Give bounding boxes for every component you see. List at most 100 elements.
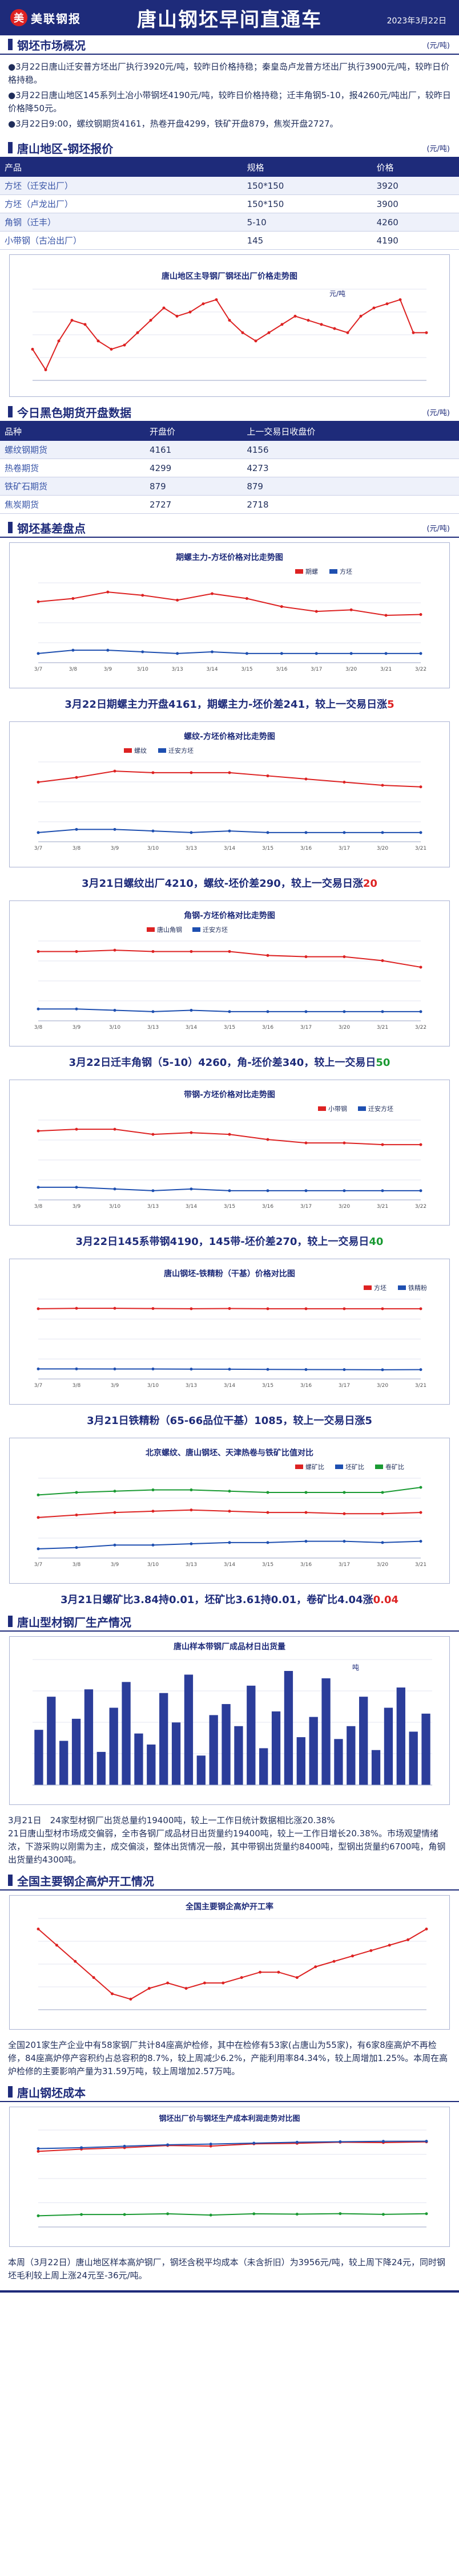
bar <box>309 1717 318 1785</box>
data-point <box>346 331 349 334</box>
bar <box>271 1711 281 1785</box>
caption-text: 3月22日145系带钢4190，145带-坯价差270，较上一交易日 <box>75 1236 369 1248</box>
bar <box>147 1745 156 1785</box>
tick-label: 3/14 <box>206 667 218 672</box>
data-point <box>228 1541 231 1544</box>
tick-label: 3/14 <box>186 1204 197 1210</box>
legend-label: 螺纹 <box>134 747 147 754</box>
strip-shipment-chart: 唐山样本带钢厂成品材日出货量 吨 <box>9 1636 450 1805</box>
legend-swatch <box>147 927 155 932</box>
data-point <box>176 652 179 655</box>
data-point <box>113 1307 116 1310</box>
chart-title: 螺纹-方坯价格对比走势图 <box>184 732 275 741</box>
data-point <box>75 1127 78 1131</box>
data-point <box>320 323 323 326</box>
bar <box>384 1707 393 1785</box>
data-point <box>381 1143 384 1146</box>
tick-label: 3/13 <box>172 667 183 672</box>
cell: 方坯（迁安出厂） <box>0 177 243 195</box>
data-point <box>398 298 402 301</box>
legend-label: 唐山角钢 <box>157 926 182 934</box>
chart-svg: 北京螺纹、唐山钢坯、天津热卷与铁矿比值对比 螺矿比 坯矿比 卷矿比 3/7 3/8… <box>34 1448 426 1568</box>
data-point <box>190 1508 193 1512</box>
data-point <box>266 1307 269 1311</box>
data-point <box>351 1954 354 1958</box>
data-point <box>266 1138 269 1141</box>
data-point <box>80 2146 83 2149</box>
data-point <box>190 771 193 774</box>
tick-label: 3/9 <box>111 846 119 851</box>
data-point <box>113 1368 116 1371</box>
bar <box>234 1726 243 1785</box>
futures-billet-chart: 期螺主力-方坯价格对比走势图 期螺 方坯 3/7 3/8 3/9 3/10 3/13 3/… <box>9 542 450 688</box>
data-point <box>252 2141 256 2145</box>
tick-label: 3/21 <box>377 1204 388 1210</box>
tick-label: 3/10 <box>109 1025 120 1031</box>
legend-swatch <box>318 1106 326 1111</box>
paragraph: 3月21日 24家型材钢厂出货总量约19400吨，较上一工作日统计数据相比涨20… <box>8 1815 335 1825</box>
section-futures: 今日黑色期货开盘数据 (元/吨) <box>0 403 459 422</box>
data-point <box>37 1927 40 1930</box>
data-point <box>166 2143 170 2147</box>
data-point <box>37 950 40 953</box>
data-point <box>381 784 384 787</box>
tick-label: 3/10 <box>147 1383 159 1389</box>
data-point <box>113 827 116 831</box>
legend-label: 元/吨 <box>329 290 345 298</box>
data-point <box>359 314 363 318</box>
table-header-row: 品种 开盘价 上一交易日收盘价 <box>0 422 459 441</box>
data-point <box>151 1189 155 1192</box>
tick-label: 3/9 <box>73 1025 81 1031</box>
chart-title: 带钢-方坯价格对比走势图 <box>184 1090 275 1100</box>
bar <box>109 1707 118 1785</box>
data-point <box>80 2213 83 2216</box>
data-point <box>75 1007 78 1011</box>
tick-label: 3/8 <box>34 1204 43 1210</box>
data-point <box>419 831 422 834</box>
tick-label: 3/10 <box>147 846 159 851</box>
chart-caption: 3月21日铁精粉（65-66品位干基）1085，较上一交易日涨5 <box>0 1409 459 1433</box>
tick-label: 3/14 <box>224 1383 235 1389</box>
tick-label: 3/16 <box>300 846 312 851</box>
tick-label: 3/16 <box>262 1025 273 1031</box>
legend-label: 吨 <box>352 1664 359 1672</box>
data-point <box>141 650 144 654</box>
section-title: 唐山地区-钢坯报价 <box>8 140 113 156</box>
tick-label: 3/10 <box>137 667 148 672</box>
data-point <box>190 1368 193 1371</box>
data-point <box>75 950 78 953</box>
chart-title: 全国主要钢企高炉开工率 <box>185 1902 273 1912</box>
tick-label: 3/17 <box>300 1204 312 1210</box>
data-point <box>228 829 231 833</box>
data-point <box>57 339 61 343</box>
data-point <box>113 1187 116 1191</box>
data-point <box>315 610 318 613</box>
data-point <box>349 652 353 655</box>
data-point <box>280 323 284 326</box>
bar <box>34 1730 43 1785</box>
tick-label: 3/21 <box>377 1025 388 1031</box>
data-point <box>304 1189 308 1192</box>
data-point <box>315 652 318 655</box>
data-point <box>151 950 155 953</box>
data-point <box>314 1965 317 1969</box>
data-point <box>37 1186 40 1189</box>
tick-label: 3/13 <box>186 846 197 851</box>
data-point <box>151 771 155 774</box>
table-row: 焦炭期货 2727 2718 <box>0 495 459 514</box>
data-point <box>175 314 179 318</box>
data-point <box>304 1511 308 1514</box>
footer-divider <box>0 2290 459 2293</box>
data-point <box>419 1486 422 1489</box>
tick-label: 3/17 <box>311 667 322 672</box>
data-point <box>228 771 231 774</box>
data-point <box>266 1491 269 1494</box>
series-line <box>38 650 421 654</box>
data-point <box>425 1927 428 1930</box>
data-point <box>211 592 214 595</box>
cell: 3900 <box>372 194 459 213</box>
data-point <box>304 777 308 781</box>
data-point <box>215 298 218 301</box>
tick-label: 3/16 <box>300 1383 312 1389</box>
data-point <box>136 331 139 334</box>
